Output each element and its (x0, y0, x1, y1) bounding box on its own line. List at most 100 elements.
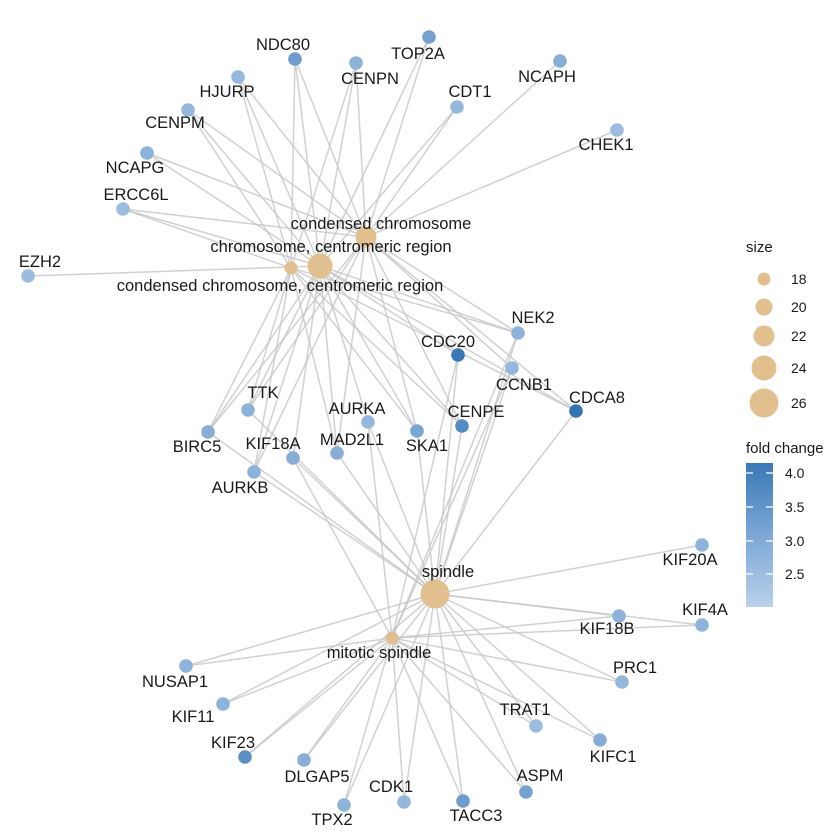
gene-label-ncapg: NCAPG (106, 159, 165, 177)
edge-cenpn-chromosome-centromeric-region (319, 62, 357, 267)
gene-label-kif4a: KIF4A (682, 601, 728, 619)
gene-label-cdc20: CDC20 (421, 333, 475, 351)
gene-label-top2a: TOP2A (391, 45, 445, 63)
gene-node-aspm (519, 785, 533, 799)
gene-label-kif18a: KIF18A (245, 435, 300, 453)
gene-label-ska1: SKA1 (406, 437, 448, 455)
gene-label-kifc1: KIFC1 (590, 748, 637, 766)
edge-nusap1-mitotic-spindle (185, 637, 393, 667)
gene-node-hjurp (231, 70, 245, 84)
fold-change-legend: fold change 4.0 3.5 3.0 2.5 (746, 440, 824, 607)
edge-kif11-spindle (222, 593, 436, 705)
edge-nusap1-spindle (185, 593, 436, 667)
edge-prc1-mitotic-spindle (391, 637, 623, 683)
gene-label-cenpe: CENPE (448, 403, 505, 421)
edge-trat1-mitotic-spindle (391, 637, 537, 727)
edge-ttk-condensed-chromosome (247, 236, 367, 411)
term-node-condensed-chromosome-centromeric-region (284, 261, 298, 275)
gene-node-kif11 (216, 697, 230, 711)
edge-tacc3-spindle (434, 593, 464, 802)
size-legend-value: 22 (791, 328, 807, 344)
gene-node-trat1 (529, 719, 543, 733)
gene-node-ncapg (140, 146, 154, 160)
edge-ccnb1-condensed-chromosome (365, 236, 513, 369)
edge-aurka-chromosome-centromeric-region (319, 265, 369, 423)
labels-layer: condensed chromosome chromosome, centrome… (19, 36, 728, 829)
gene-node-kif4a (695, 618, 709, 632)
gene-label-dlgap5: DLGAP5 (284, 768, 349, 786)
edge-ska1-condensed-chromosome-centromeric-region (290, 267, 418, 432)
edge-ncaph-condensed-chromosome (365, 60, 561, 238)
gene-node-aurkb (247, 465, 261, 479)
gene-label-cenpn: CENPN (341, 70, 399, 88)
gene-node-ttk (241, 403, 255, 417)
size-legend-value: 24 (791, 360, 807, 376)
edge-tpx2-mitotic-spindle (343, 637, 393, 806)
size-legend-value: 26 (791, 395, 807, 411)
edge-ska1-condensed-chromosome (365, 236, 418, 432)
edge-cenpe-condensed-chromosome (365, 236, 463, 427)
gene-label-ndc80: NDC80 (256, 36, 310, 54)
edge-kif18a-chromosome-centromeric-region (292, 265, 321, 459)
edge-kif18b-mitotic-spindle (391, 615, 620, 639)
gene-node-ncaph (553, 54, 567, 68)
edge-dlgap5-spindle (303, 593, 436, 761)
gene-label-aurka: AURKA (329, 400, 386, 418)
gene-label-ezh2: EZH2 (19, 253, 61, 271)
gene-label-mad2l1: MAD2L1 (320, 431, 384, 449)
fold-change-tick-label: 4.0 (785, 465, 805, 481)
gene-node-birc5 (201, 425, 215, 439)
edge-kif20a-spindle (434, 544, 703, 595)
edge-top2a-condensed-chromosome (365, 36, 430, 238)
gene-node-ndc80 (288, 52, 302, 66)
edge-kifc1-spindle (434, 593, 601, 741)
gene-label-tacc3: TACC3 (450, 807, 503, 825)
edge-nek2-condensed-chromosome (365, 236, 519, 334)
gene-node-cdt1 (450, 100, 464, 114)
gene-node-kif18b (612, 609, 626, 623)
edge-cdca8-spindle (434, 410, 577, 595)
edge-aspm-spindle (434, 593, 527, 793)
edges-layer (27, 36, 703, 806)
edge-aurka-mitotic-spindle (367, 421, 393, 639)
gene-label-cdk1: CDK1 (369, 778, 413, 796)
gene-node-ska1 (410, 424, 424, 438)
edge-cenpe-chromosome-centromeric-region (319, 265, 463, 427)
gene-node-kifc1 (593, 733, 607, 747)
edge-ndc80-condensed-chromosome-centromeric-region (290, 58, 296, 269)
edge-cenpn-condensed-chromosome-centromeric-region (290, 62, 357, 269)
nodes-layer (21, 30, 709, 812)
edge-tpx2-spindle (343, 593, 436, 806)
edge-nek2-mitotic-spindle (391, 332, 519, 639)
size-legend-title: size (746, 239, 773, 256)
gene-label-ccnb1: CCNB1 (496, 376, 552, 394)
edge-birc5-condensed-chromosome-centromeric-region (207, 267, 292, 433)
gene-node-ccnb1 (505, 361, 519, 375)
gene-label-chek1: CHEK1 (578, 136, 633, 154)
gene-label-hjurp: HJURP (199, 83, 254, 101)
gene-node-prc1 (615, 675, 629, 689)
edge-kif23-mitotic-spindle (244, 637, 393, 758)
gene-label-ncaph: NCAPH (518, 68, 576, 86)
edge-dlgap5-mitotic-spindle (303, 637, 393, 761)
edge-cenpn-condensed-chromosome (355, 62, 367, 238)
fold-change-tick-label: 3.5 (785, 499, 805, 515)
gene-label-ttk: TTK (247, 384, 278, 402)
edge-kif18a-mitotic-spindle (292, 457, 393, 639)
gene-node-cenpn (349, 56, 363, 70)
edge-hjurp-condensed-chromosome (237, 76, 367, 238)
edge-birc5-spindle (207, 431, 436, 595)
gene-label-trat1: TRAT1 (499, 701, 550, 719)
gene-node-kif23 (238, 750, 252, 764)
edge-mad2l1-condensed-chromosome-centromeric-region (290, 267, 338, 454)
fold-change-gradient-bar (746, 463, 773, 607)
edge-cenpe-condensed-chromosome-centromeric-region (290, 267, 463, 427)
gene-node-kif20a (695, 538, 709, 552)
gene-label-ercc6l: ERCC6L (103, 186, 168, 204)
edge-mad2l1-condensed-chromosome (336, 236, 367, 454)
gene-node-cdk1 (397, 795, 411, 809)
edge-cenpm-condensed-chromosome-centromeric-region (187, 109, 292, 269)
term-label-spindle: spindle (422, 563, 474, 581)
edge-kifc1-mitotic-spindle (391, 637, 601, 741)
